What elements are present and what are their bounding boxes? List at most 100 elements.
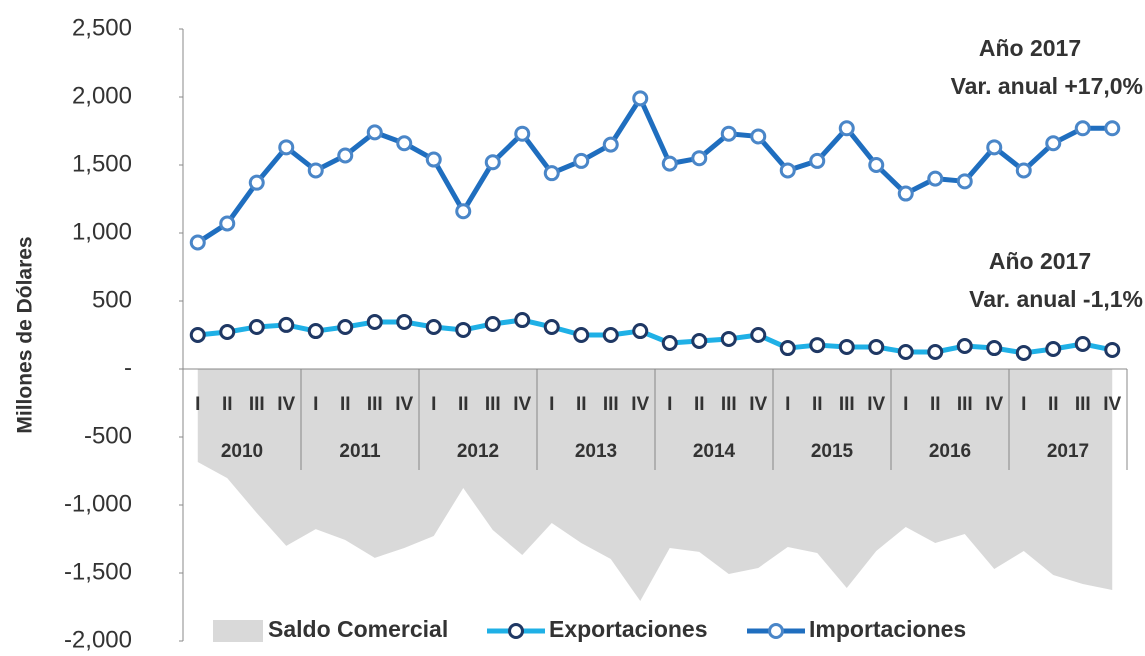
x-group-label: 2017	[1047, 441, 1089, 462]
y-tick-label: 2,000	[72, 82, 132, 109]
legend-swatch	[213, 620, 263, 642]
marker	[927, 170, 944, 187]
marker	[514, 312, 531, 329]
annotation: Var. anual -1,1%	[969, 286, 1143, 312]
x-tick-label: III	[603, 394, 619, 415]
marker	[1015, 344, 1032, 361]
x-tick-label: III	[721, 394, 737, 415]
marker	[750, 128, 767, 145]
marker	[927, 344, 944, 360]
marker	[425, 318, 442, 335]
x-tick-label: III	[249, 394, 265, 415]
marker	[455, 203, 472, 220]
marker	[219, 324, 236, 341]
marker	[248, 174, 265, 191]
marker	[425, 151, 442, 168]
area	[197, 369, 1113, 602]
marker	[956, 173, 973, 190]
marker	[1045, 135, 1062, 152]
marker	[484, 315, 501, 332]
legend-marker	[768, 623, 784, 639]
x-tick-label: IV	[1103, 394, 1121, 415]
x-tick-label: II	[222, 394, 233, 415]
marker	[632, 323, 649, 340]
x-tick-label: II	[812, 394, 823, 415]
x-tick-label: IV	[867, 394, 885, 415]
x-tick-label: I	[785, 394, 790, 415]
annotation: Año 2017	[989, 248, 1091, 274]
marker	[602, 327, 619, 343]
x-tick-label: III	[839, 394, 855, 415]
x-tick-label: I	[431, 394, 436, 415]
marker	[484, 154, 501, 171]
x-tick-label: II	[576, 394, 587, 415]
y-tick-label: -500	[84, 422, 132, 449]
y-axis-label: Millones de Dólares	[14, 236, 37, 433]
legend-marker	[508, 623, 524, 639]
marker	[691, 150, 708, 167]
y-tick-label: -	[124, 354, 132, 381]
x-tick-label: III	[957, 394, 973, 415]
x-tick-label: IV	[631, 394, 649, 415]
legend-label: Saldo Comercial	[268, 616, 448, 642]
marker	[838, 120, 855, 137]
marker	[189, 327, 206, 343]
marker	[897, 344, 914, 360]
marker	[868, 157, 885, 173]
x-tick-label: II	[340, 394, 351, 415]
x-tick-label: IV	[395, 394, 413, 415]
marker	[986, 340, 1003, 357]
marker	[573, 327, 590, 343]
x-tick-label: II	[694, 394, 705, 415]
marker	[1104, 341, 1121, 358]
x-tick-label: IV	[749, 394, 767, 415]
marker	[307, 323, 324, 340]
y-tick-label: -1,500	[64, 558, 132, 585]
x-tick-label: IV	[513, 394, 531, 415]
x-tick-label: I	[667, 394, 672, 415]
marker	[661, 155, 678, 172]
marker	[838, 338, 855, 355]
marker	[366, 124, 383, 141]
legend-label: Exportaciones	[549, 616, 708, 642]
line	[197, 317, 1113, 356]
x-tick-label: III	[1075, 394, 1091, 415]
line	[196, 95, 1113, 245]
plot: -2,000-1,500-1,000-500-5001,0001,5002,00…	[64, 14, 1128, 653]
marker	[986, 139, 1003, 156]
marker	[337, 147, 354, 164]
marker	[278, 139, 295, 156]
x-group-label: 2016	[929, 441, 971, 462]
marker	[602, 136, 619, 153]
y-tick-label: -2,000	[64, 626, 132, 651]
x-tick-label: I	[549, 394, 554, 415]
marker	[366, 313, 383, 330]
x-tick-label: II	[458, 394, 469, 415]
marker	[632, 90, 649, 107]
marker	[1074, 335, 1091, 352]
marker	[1104, 120, 1121, 137]
marker	[897, 185, 914, 202]
marker	[396, 135, 413, 152]
x-tick-label: IV	[277, 394, 295, 415]
y-tick-label: 2,500	[72, 14, 132, 41]
annotation: Var. anual +17,0%	[951, 73, 1143, 99]
marker	[337, 318, 354, 335]
y-tick-label: 1,000	[72, 218, 132, 245]
marker	[750, 327, 767, 343]
x-tick-label: II	[930, 394, 941, 415]
marker	[809, 152, 826, 169]
marker	[1015, 162, 1032, 179]
x-group-label: 2010	[221, 441, 263, 462]
x-tick-label: I	[313, 394, 318, 415]
x-tick-label: I	[195, 394, 200, 415]
x-group-label: 2013	[575, 441, 617, 462]
marker	[278, 316, 295, 333]
y-tick-label: -1,000	[64, 490, 132, 517]
marker	[720, 125, 737, 142]
marker	[661, 335, 678, 352]
marker	[573, 152, 590, 169]
marker	[1074, 120, 1091, 137]
marker	[307, 162, 324, 179]
